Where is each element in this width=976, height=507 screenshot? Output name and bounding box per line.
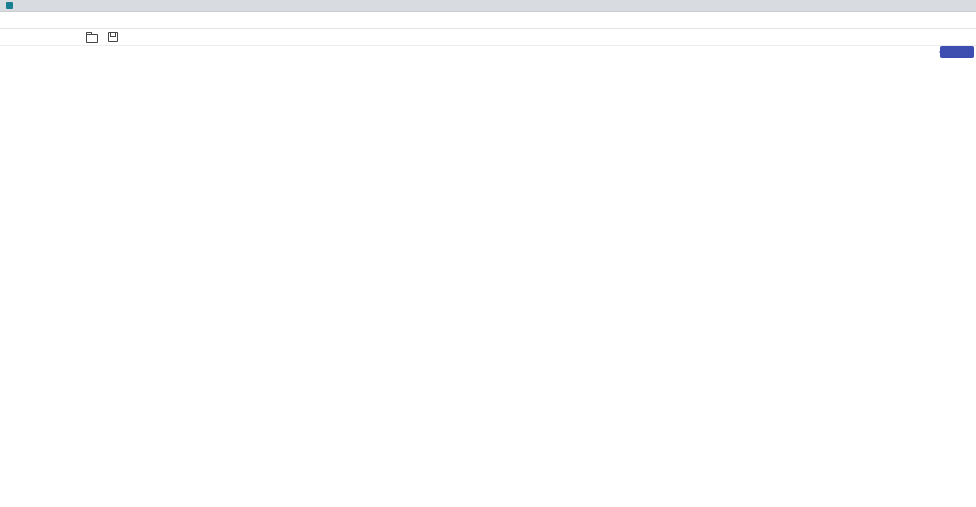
toolbar-icon-group	[86, 31, 138, 43]
save-icon[interactable]	[108, 32, 118, 42]
chart-canvas[interactable]	[0, 46, 976, 507]
chart-plot[interactable]	[0, 46, 976, 507]
address-bar[interactable]	[0, 12, 976, 29]
open-folder-icon[interactable]	[86, 31, 98, 43]
app-icon	[6, 2, 13, 9]
window-titlebar	[0, 0, 976, 12]
current-price-tag	[939, 46, 974, 58]
chart-toolbar	[0, 29, 976, 46]
